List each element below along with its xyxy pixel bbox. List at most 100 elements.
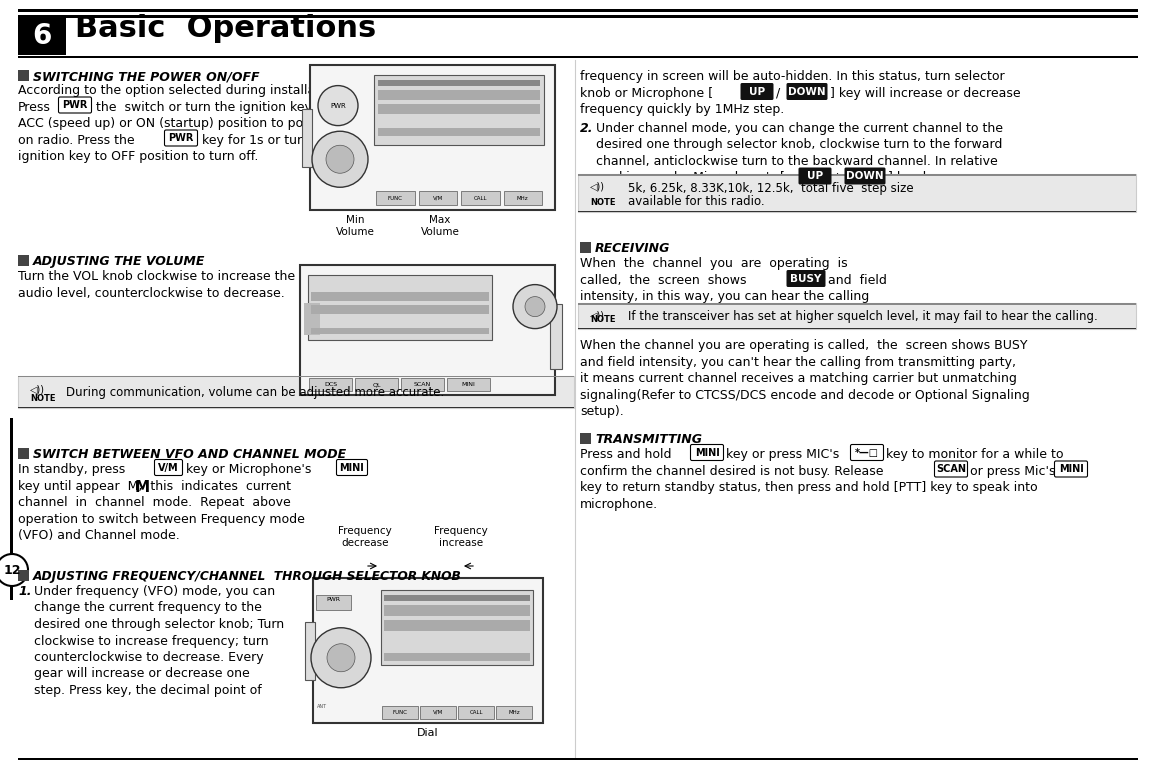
- Bar: [578, 174, 1136, 176]
- Text: Basic  Operations: Basic Operations: [75, 13, 376, 43]
- Text: In standby, press: In standby, press: [18, 463, 125, 476]
- Text: ] key will increase or decrease: ] key will increase or decrease: [830, 86, 1021, 100]
- Text: /: /: [776, 86, 780, 100]
- FancyBboxPatch shape: [934, 461, 968, 477]
- Text: audio level, counterclockwise to decrease.: audio level, counterclockwise to decreas…: [18, 286, 284, 300]
- Text: setup).: setup).: [580, 405, 624, 418]
- FancyBboxPatch shape: [336, 460, 368, 475]
- Text: When the channel you are operating is called,  the  screen shows BUSY: When the channel you are operating is ca…: [580, 339, 1028, 352]
- Bar: [313, 578, 543, 723]
- Circle shape: [311, 628, 371, 688]
- Text: UP: UP: [807, 171, 823, 181]
- Text: DCS: DCS: [325, 382, 338, 387]
- Text: or press Mic's: or press Mic's: [970, 464, 1055, 478]
- Text: If the transceiver has set at higher squelch level, it may fail to hear the call: If the transceiver has set at higher squ…: [628, 310, 1098, 323]
- Bar: [378, 128, 540, 136]
- Text: called,  the  screen  shows: called, the screen shows: [580, 274, 747, 286]
- Text: and field intensity, you can't hear the calling from transmitting party,: and field intensity, you can't hear the …: [580, 356, 1016, 369]
- Bar: [301, 265, 555, 395]
- Text: key or Microphone's: key or Microphone's: [186, 463, 311, 476]
- Text: ◁)): ◁)): [590, 310, 605, 320]
- Text: MINI: MINI: [695, 447, 719, 457]
- Text: FUNC: FUNC: [393, 710, 408, 715]
- Text: NOTE: NOTE: [590, 198, 615, 207]
- Bar: [18, 448, 29, 459]
- Text: During communication, volume can be adjusted more accurate.: During communication, volume can be adju…: [66, 386, 444, 398]
- Text: PWR: PWR: [326, 598, 340, 602]
- Text: ignition key to OFF position to turn off.: ignition key to OFF position to turn off…: [18, 150, 259, 163]
- Text: Press and hold: Press and hold: [580, 448, 672, 461]
- Text: 12: 12: [3, 563, 21, 576]
- Text: operation to switch between Frequency mode: operation to switch between Frequency mo…: [18, 513, 305, 525]
- Text: and  field: and field: [828, 274, 887, 286]
- Text: intensity, in this way, you can hear the calling: intensity, in this way, you can hear the…: [580, 290, 869, 303]
- Text: ◁)): ◁)): [590, 181, 605, 191]
- Bar: [307, 275, 491, 341]
- Bar: [10, 418, 13, 600]
- FancyBboxPatch shape: [164, 130, 198, 146]
- FancyBboxPatch shape: [155, 460, 183, 475]
- Text: ADJUSTING THE VOLUME: ADJUSTING THE VOLUME: [34, 255, 206, 268]
- Text: V/M: V/M: [158, 462, 179, 472]
- Circle shape: [513, 285, 557, 328]
- Text: MHz: MHz: [517, 195, 528, 201]
- Text: MINI: MINI: [461, 382, 475, 387]
- Text: ] key has same: ] key has same: [888, 171, 983, 184]
- Bar: [578, 174, 1136, 212]
- Circle shape: [327, 643, 355, 671]
- Bar: [378, 79, 540, 86]
- Bar: [309, 378, 351, 391]
- Text: confirm the channel desired is not busy. Release: confirm the channel desired is not busy.…: [580, 464, 883, 478]
- Text: Under frequency (VFO) mode, you can: Under frequency (VFO) mode, you can: [34, 585, 275, 598]
- Bar: [18, 15, 1138, 18]
- Text: desired one through selector knob, clockwise turn to the forward: desired one through selector knob, clock…: [596, 138, 1002, 151]
- Bar: [578, 303, 1136, 329]
- Bar: [18, 255, 29, 266]
- Bar: [580, 433, 591, 444]
- Text: 2.: 2.: [580, 121, 593, 135]
- Circle shape: [525, 296, 544, 317]
- Text: desired one through selector knob; Turn: desired one through selector knob; Turn: [34, 618, 284, 631]
- Text: MINI: MINI: [340, 462, 364, 472]
- Text: channel  in  channel  mode.  Repeat  above: channel in channel mode. Repeat above: [18, 496, 291, 509]
- Text: ACC (speed up) or ON (startup) position to power: ACC (speed up) or ON (startup) position …: [18, 117, 326, 130]
- Bar: [302, 108, 312, 166]
- Text: /: /: [833, 171, 838, 184]
- Bar: [504, 191, 542, 205]
- Bar: [311, 328, 489, 334]
- Text: working mode, Microphone's [: working mode, Microphone's [: [596, 171, 785, 184]
- FancyBboxPatch shape: [59, 97, 91, 113]
- Text: SCAN: SCAN: [936, 464, 966, 474]
- Text: Frequency
decrease: Frequency decrease: [338, 527, 392, 548]
- FancyBboxPatch shape: [1054, 461, 1088, 477]
- Text: MHz: MHz: [509, 710, 520, 715]
- Text: MINI: MINI: [1059, 464, 1083, 474]
- Text: key until appear  M,  this  indicates  current: key until appear M, this indicates curre…: [18, 479, 291, 492]
- Text: Press: Press: [18, 100, 51, 114]
- Text: counterclockwise to decrease. Every: counterclockwise to decrease. Every: [34, 651, 264, 664]
- FancyBboxPatch shape: [845, 167, 885, 184]
- Text: *—□: *—□: [855, 447, 879, 457]
- FancyBboxPatch shape: [786, 83, 828, 100]
- FancyBboxPatch shape: [851, 444, 883, 461]
- Bar: [458, 706, 494, 719]
- Bar: [578, 211, 1136, 212]
- Text: When  the  channel  you  are  operating  is: When the channel you are operating is: [580, 257, 847, 270]
- Bar: [580, 242, 591, 253]
- Text: V/M: V/M: [432, 710, 443, 715]
- Text: ANT: ANT: [317, 703, 327, 709]
- Bar: [304, 303, 320, 335]
- Bar: [578, 303, 1136, 304]
- Bar: [18, 758, 1138, 760]
- Text: step. Press key, the decimal point of: step. Press key, the decimal point of: [34, 684, 261, 697]
- Text: NOTE: NOTE: [30, 394, 55, 403]
- Bar: [384, 654, 529, 661]
- Text: DOWN: DOWN: [788, 86, 825, 96]
- Bar: [381, 706, 418, 719]
- Text: NOTE: NOTE: [590, 315, 615, 324]
- Text: CALL: CALL: [469, 710, 483, 715]
- Bar: [496, 706, 532, 719]
- Text: 5k, 6.25k, 8.33K,10k, 12.5k,  total five  step size: 5k, 6.25k, 8.33K,10k, 12.5k, total five …: [628, 182, 913, 195]
- Bar: [384, 605, 529, 616]
- Bar: [384, 595, 529, 601]
